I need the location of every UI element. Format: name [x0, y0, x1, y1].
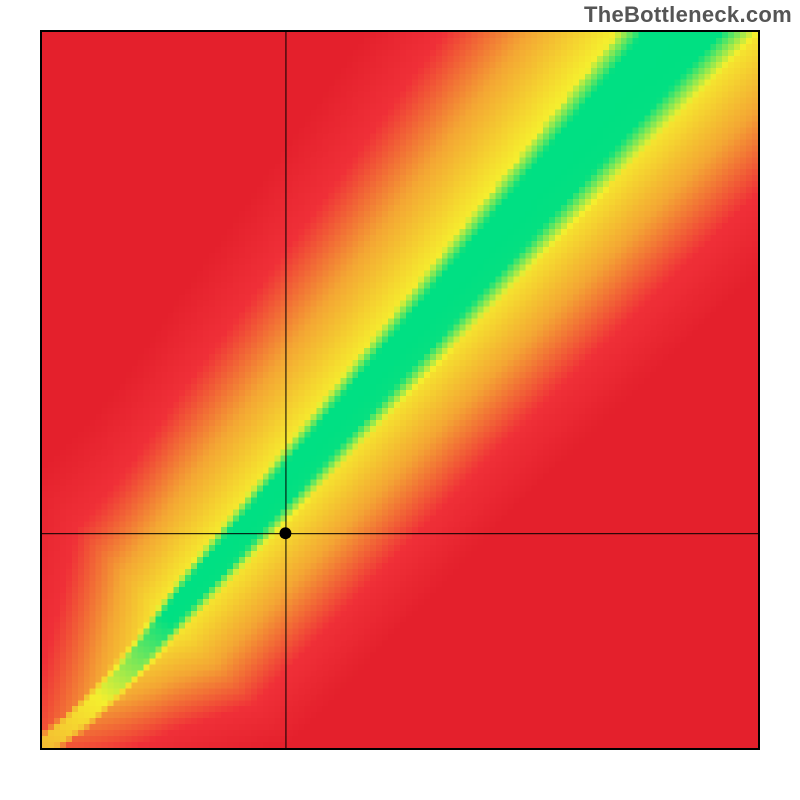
bottleneck-heatmap-plot — [40, 30, 760, 750]
crosshair-overlay — [42, 32, 758, 748]
watermark-text: TheBottleneck.com — [584, 2, 792, 28]
